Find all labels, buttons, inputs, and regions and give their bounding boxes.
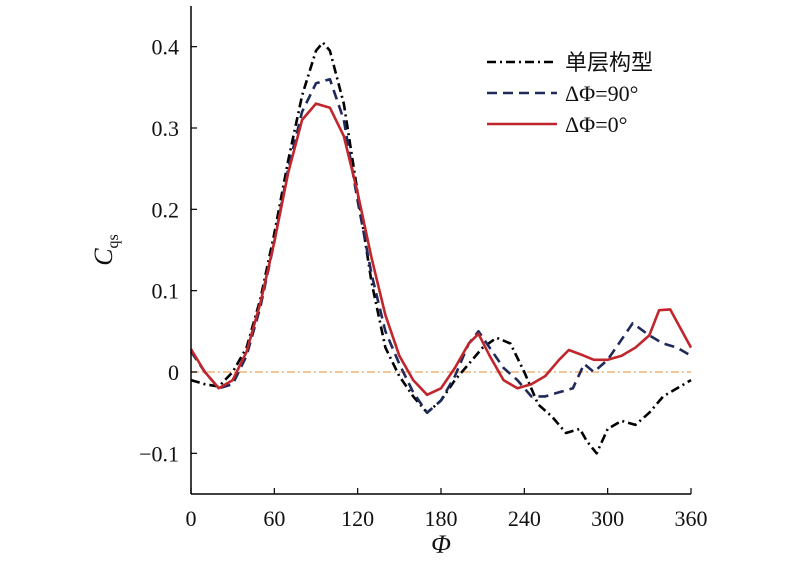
x-tick-label-2: 120 [341, 506, 374, 531]
x-tick-label-0: 0 [186, 506, 197, 531]
y-tick-label-2: 0.1 [152, 279, 180, 304]
x-tick-label-3: 180 [425, 506, 458, 531]
y-axis-title-main: C [89, 248, 118, 266]
series-layer [189, 41, 693, 455]
y-tick-label-3: 0.2 [152, 197, 180, 222]
x-axis-title: Φ [431, 530, 451, 559]
y-tick-label-1: 0 [168, 360, 179, 385]
y-tick-label-5: 0.4 [152, 35, 180, 60]
legend-label-1: ΔΦ=90° [565, 81, 638, 106]
y-tick-label-4: 0.3 [152, 116, 180, 141]
ticks-layer: 0 60 120 180 240 300 360 −0.1 0 0.1 0.2 0.3 0.4 [139, 35, 707, 531]
y-tick-label-0: −0.1 [139, 441, 179, 466]
legend: 单层构型 ΔΦ=90° ΔΦ=0° [487, 50, 653, 137]
axes-layer [190, 6, 691, 495]
legend-label-2: ΔΦ=0° [565, 112, 627, 137]
y-axis-title-subscript: qs [105, 234, 122, 248]
legend-label-0: 单层构型 [565, 50, 653, 75]
x-tick-label-4: 240 [508, 506, 541, 531]
series-line-1 [189, 77, 692, 414]
series-line-2 [189, 102, 693, 397]
x-tick-label-1: 60 [263, 506, 285, 531]
x-tick-label-6: 360 [675, 506, 708, 531]
x-tick-label-5: 300 [591, 506, 624, 531]
y-axis-title: Cqs [89, 234, 122, 266]
